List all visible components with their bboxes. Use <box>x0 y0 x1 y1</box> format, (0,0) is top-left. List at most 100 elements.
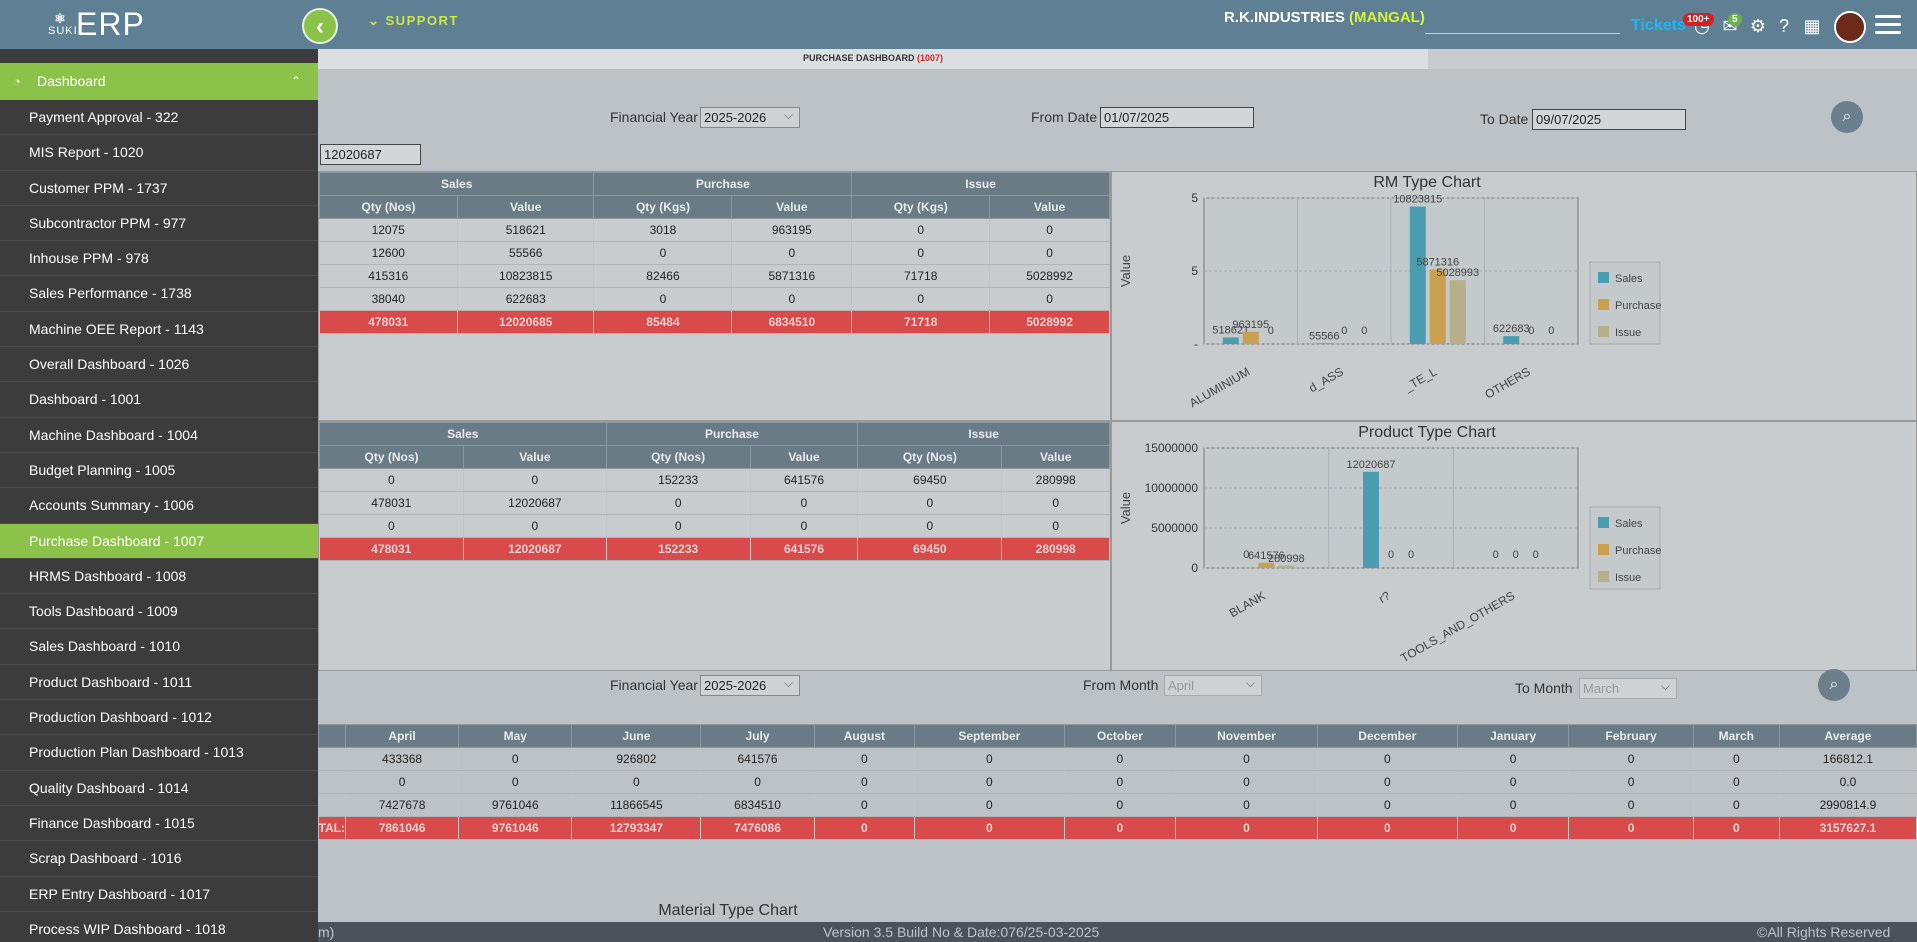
legend-label[interactable]: Purchase <box>1615 545 1661 557</box>
sidebar-item[interactable]: HRMS Dashboard - 1008 <box>0 559 318 595</box>
sidebar-item[interactable]: Scrap Dashboard - 1016 <box>0 841 318 877</box>
table-cell: 0 <box>458 770 573 794</box>
sidebar-item[interactable]: Sales Performance - 1738 <box>0 276 318 312</box>
bar-sales[interactable] <box>1222 337 1239 344</box>
legend-label[interactable]: Issue <box>1615 572 1641 584</box>
search-button-2[interactable]: ⌕ <box>1818 669 1850 701</box>
total-label: TAL: <box>318 816 346 840</box>
data-label: 0 <box>1533 549 1539 561</box>
sidebar-item[interactable]: Overall Dashboard - 1026 <box>0 347 318 383</box>
to-date-input[interactable]: 09/07/2025 <box>1532 109 1686 130</box>
data-label: 12020687 <box>1347 459 1396 471</box>
column-header: Qty (Kgs) <box>851 195 991 219</box>
legend-label[interactable]: Sales <box>1615 518 1643 530</box>
table-cell: 3018 <box>593 218 733 242</box>
bar-purchase[interactable] <box>1258 562 1275 568</box>
sidebar-item[interactable]: Finance Dashboard - 1015 <box>0 806 318 842</box>
data-label: 0 <box>1548 325 1554 337</box>
row-label <box>318 747 346 771</box>
search-button[interactable]: ⌕ <box>1831 101 1863 133</box>
total-cell: 478031 <box>319 310 458 334</box>
total-cell: 71718 <box>851 310 991 334</box>
table-cell: 0 <box>1317 770 1458 794</box>
sidebar-dashboard-header[interactable]: ◔ Dashboard ⌃ <box>0 63 318 100</box>
sidebar-item[interactable]: Subcontractor PPM - 977 <box>0 206 318 242</box>
sidebar-item[interactable]: Tools Dashboard - 1009 <box>0 594 318 630</box>
chevron-up-icon: ⌃ <box>290 74 301 88</box>
month-header: January <box>1456 724 1570 748</box>
legend-label[interactable]: Purchase <box>1615 300 1661 312</box>
total-row: 478031 12020687 152233 641576 69450 280998 <box>319 537 1110 561</box>
fy-select[interactable]: 2025-2026 <box>700 107 800 128</box>
legend-label[interactable]: Issue <box>1615 327 1641 339</box>
data-label: 5871316 <box>1416 256 1459 268</box>
bar-issue[interactable] <box>1278 565 1295 568</box>
month-header: February <box>1568 724 1694 748</box>
sidebar-item[interactable]: Production Plan Dashboard - 1013 <box>0 735 318 771</box>
y-axis-label: Value <box>1118 255 1133 287</box>
brand-logo[interactable]: ⚛ SUKI ERP <box>48 6 145 43</box>
table-cell: 622683 <box>457 287 595 311</box>
sidebar-item[interactable]: Quality Dashboard - 1014 <box>0 771 318 806</box>
table-cell: 0 <box>606 491 751 515</box>
group-header: Issue <box>857 422 1110 446</box>
row-label <box>318 770 346 794</box>
user-avatar[interactable] <box>1834 11 1866 43</box>
table-cell: 0 <box>1175 770 1318 794</box>
bar-purchase[interactable] <box>1429 269 1446 344</box>
to-month-select[interactable]: March <box>1579 678 1677 699</box>
sidebar-item[interactable]: Purchase Dashboard - 1007 <box>0 523 318 559</box>
sidebar-item[interactable]: Production Dashboard - 1012 <box>0 700 318 736</box>
sidebar-item[interactable]: Budget Planning - 1005 <box>0 453 318 489</box>
search-icon: ⌕ <box>1829 676 1839 693</box>
sidebar-item[interactable]: Machine Dashboard - 1004 <box>0 418 318 453</box>
tickets-link[interactable]: Tickets <box>1631 17 1686 34</box>
table-cell: 415316 <box>319 264 458 288</box>
table-cell: 0 <box>731 241 853 265</box>
sidebar-item[interactable]: Sales Dashboard - 1010 <box>0 629 318 665</box>
sidebar-item[interactable]: Payment Approval - 322 <box>0 100 318 136</box>
help-icon[interactable]: ? <box>1778 16 1789 36</box>
table-cell: 7427678 <box>345 793 460 817</box>
bar-purchase[interactable] <box>1242 331 1259 344</box>
bar-issue[interactable] <box>1449 280 1466 344</box>
sidebar-item[interactable]: Product Dashboard - 1011 <box>0 665 318 701</box>
sidebar-item[interactable]: MIS Report - 1020 <box>0 135 318 171</box>
group-header: Purchase <box>593 172 853 196</box>
bar-sales[interactable] <box>1363 471 1379 568</box>
sidebar-item[interactable]: Dashboard - 1001 <box>0 382 318 418</box>
plot-area <box>1203 447 1579 569</box>
table-cell: 0 <box>1693 747 1780 771</box>
bar-sales[interactable] <box>1409 206 1426 344</box>
header-search-input[interactable] <box>1425 33 1620 34</box>
data-label: 0 <box>1268 325 1274 337</box>
table-cell: 0 <box>606 514 751 538</box>
sidebar-item[interactable]: Customer PPM - 1737 <box>0 171 318 206</box>
bar-sales[interactable] <box>1503 336 1520 344</box>
product-type-chart-panel: Product Type Chart 15000000 10000000 50000… <box>1111 421 1917 671</box>
row-label-header <box>318 724 346 748</box>
table-cell: 0 <box>989 241 1110 265</box>
total-cell: 0 <box>1317 816 1458 840</box>
from-date-input[interactable]: 01/07/2025 <box>1100 107 1254 128</box>
sidebar-item[interactable]: ERP Entry Dashboard - 1017 <box>0 877 318 912</box>
sidebar-item[interactable]: Accounts Summary - 1006 <box>0 488 318 524</box>
sidebar-item[interactable]: Inhouse PPM - 978 <box>0 241 318 277</box>
from-month-select[interactable]: April <box>1164 675 1262 696</box>
gear-icon[interactable]: ⚙ <box>1749 16 1767 36</box>
bar-sales[interactable] <box>1316 343 1333 344</box>
fy-label-2: Financial Year <box>610 677 698 693</box>
column-header: Value <box>1001 445 1110 469</box>
sidebar-item[interactable]: Machine OEE Report - 1143 <box>0 312 318 348</box>
sidebar: ◔ Dashboard ⌃ Payment Approval - 322 MIS … <box>0 49 318 942</box>
material-type-chart-title: Material Type Chart <box>658 902 798 919</box>
fy-select-2[interactable]: 2025-2026 <box>700 675 800 696</box>
sidebar-item[interactable]: Process WIP Dashboard - 1018 <box>0 912 318 942</box>
month-header: April <box>344 724 460 748</box>
hamburger-menu-icon[interactable] <box>1875 15 1901 39</box>
legend-label[interactable]: Sales <box>1615 273 1643 285</box>
support-menu[interactable]: ⌄ SUPPORT <box>368 13 459 28</box>
table-cell: 0 <box>1693 770 1780 794</box>
calculator-icon[interactable]: ▦ <box>1803 16 1821 36</box>
collapse-sidebar-button[interactable]: ‹ <box>302 8 338 44</box>
